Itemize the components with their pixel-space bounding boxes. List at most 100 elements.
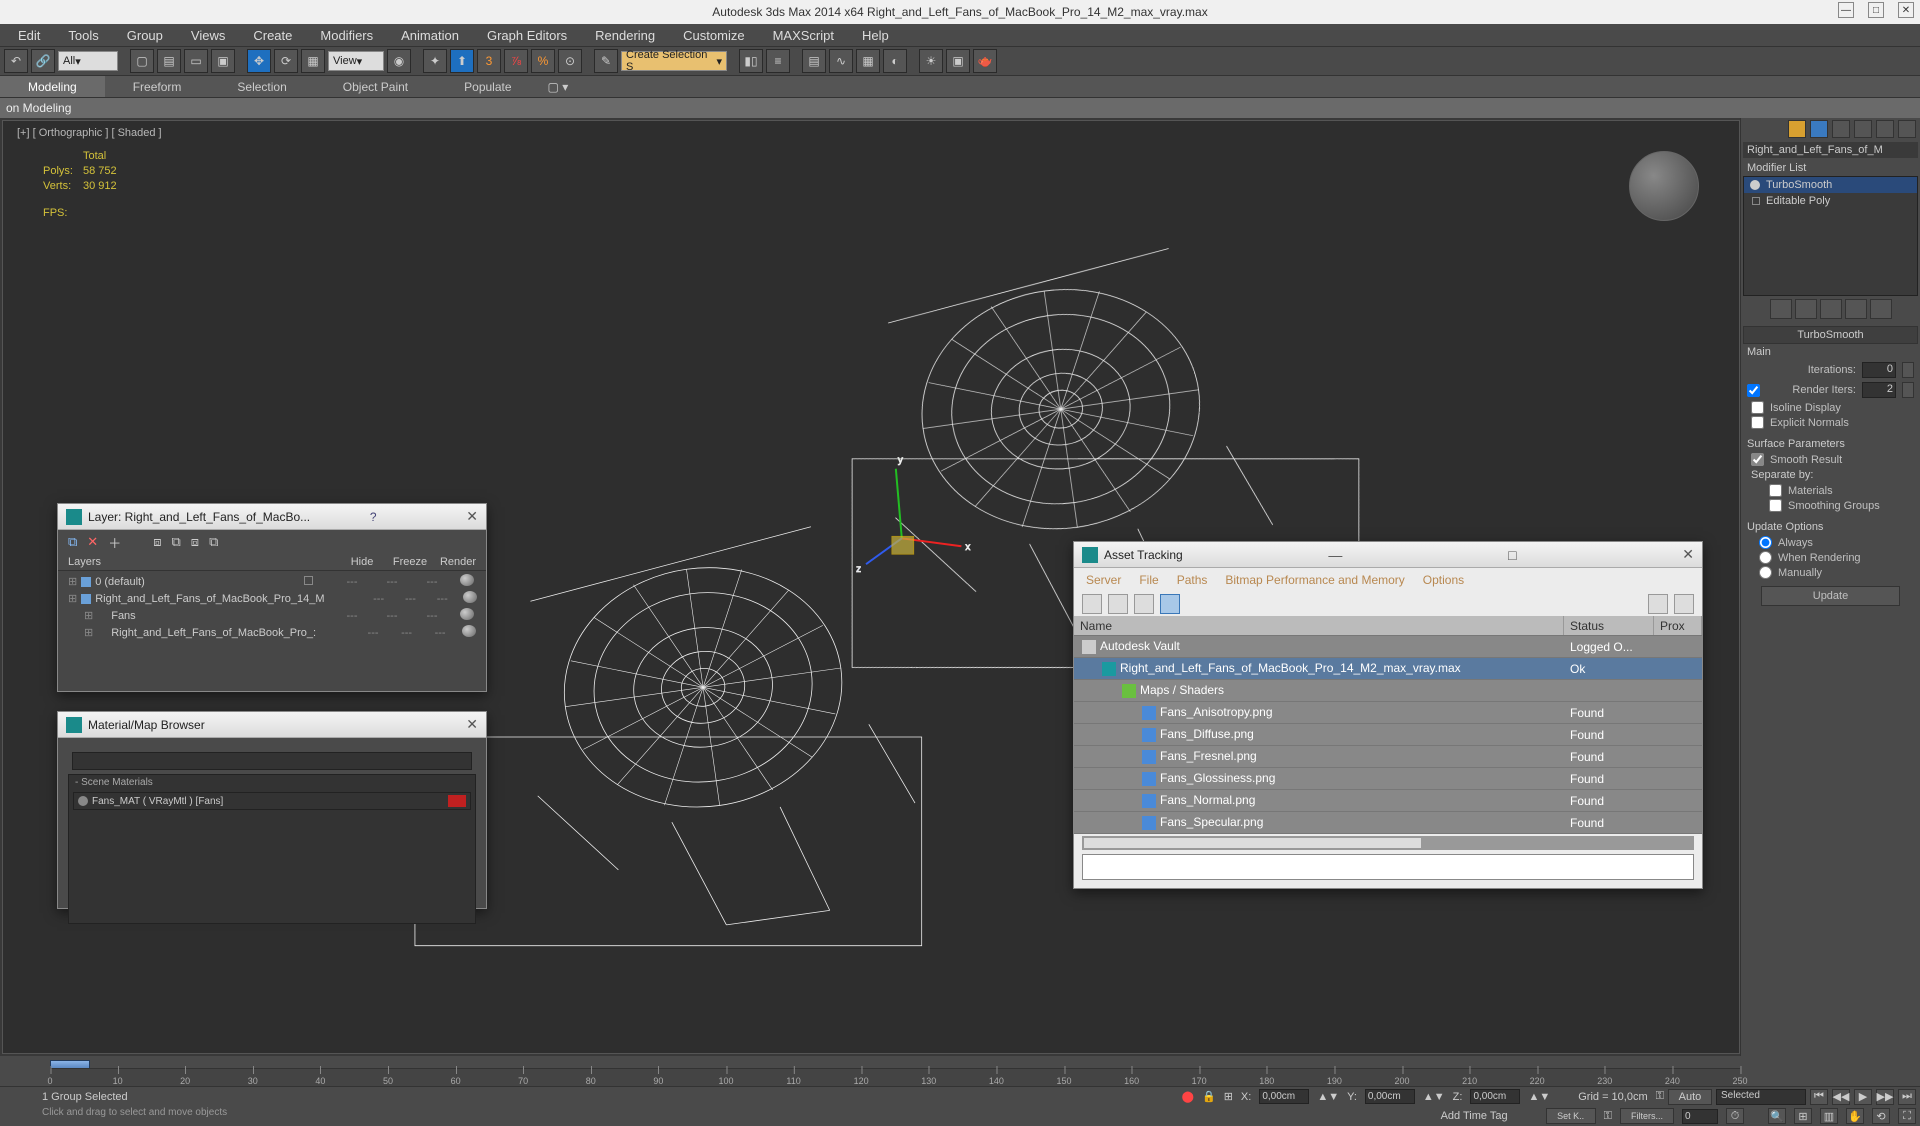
nav-fov-button[interactable]: ▥ — [1820, 1108, 1838, 1124]
scale-button[interactable]: ▦ — [301, 49, 325, 73]
layer-row[interactable]: ⊞ Right_and_Left_Fans_of_MacBook_Pro_: -… — [58, 624, 486, 641]
asset-minimize-button[interactable]: — — [1328, 547, 1342, 563]
layer-mgr-button[interactable]: ▤ — [802, 49, 826, 73]
manipulate-button[interactable]: ✦ — [423, 49, 447, 73]
key-icon[interactable]: ⚿ — [1656, 1090, 1664, 1103]
asset-menu-options[interactable]: Options — [1423, 573, 1464, 587]
selection-filter-combo[interactable]: All ▾ — [58, 51, 118, 71]
sep-materials-check[interactable] — [1769, 484, 1782, 497]
asset-tool-table[interactable] — [1160, 594, 1180, 614]
asset-row[interactable]: Maps / Shaders — [1074, 680, 1702, 702]
render-setup-button[interactable]: ☀ — [919, 49, 943, 73]
asset-tool-settings[interactable] — [1674, 594, 1694, 614]
close-button[interactable]: ✕ — [1898, 2, 1914, 18]
goto-start-button[interactable]: ⏮ — [1810, 1089, 1828, 1105]
menu-graph-editors[interactable]: Graph Editors — [473, 28, 581, 43]
curve-editor-button[interactable]: ∿ — [829, 49, 853, 73]
ribbon-tab-modeling[interactable]: Modeling — [0, 76, 105, 97]
play-button[interactable]: ▶ — [1854, 1089, 1872, 1105]
update-manual-radio[interactable] — [1759, 566, 1772, 579]
isoline-check[interactable] — [1751, 401, 1764, 414]
time-ruler[interactable]: 0102030405060708090100110120130140150160… — [50, 1068, 1740, 1086]
object-name-field[interactable]: Right_and_Left_Fans_of_M — [1743, 142, 1918, 158]
asset-menu-server[interactable]: Server — [1086, 573, 1121, 587]
asset-menu-bitmap[interactable]: Bitmap Performance and Memory — [1225, 573, 1404, 587]
move-button[interactable]: ✥ — [247, 49, 271, 73]
select-name-button[interactable]: ▤ — [157, 49, 181, 73]
cmd-tab-create-icon[interactable] — [1788, 120, 1806, 138]
menu-rendering[interactable]: Rendering — [581, 28, 669, 43]
menu-maxscript[interactable]: MAXScript — [759, 28, 848, 43]
material-editor-button[interactable]: ◐ — [883, 49, 907, 73]
update-render-radio[interactable] — [1759, 551, 1772, 564]
asset-close-button[interactable]: ✕ — [1682, 546, 1694, 563]
ribbon-expand-icon[interactable]: ▢ ▾ — [540, 76, 577, 97]
cmd-tab-utilities-icon[interactable] — [1898, 120, 1916, 138]
layer-highlight-icon[interactable]: ⧉ — [172, 534, 181, 550]
menu-tools[interactable]: Tools — [54, 28, 112, 43]
layer-row[interactable]: ⊞ 0 (default) --- --- --- — [58, 573, 486, 590]
prev-frame-button[interactable]: ◀◀ — [1832, 1089, 1850, 1105]
menu-modifiers[interactable]: Modifiers — [306, 28, 387, 43]
lock-button[interactable]: 🔒 — [1202, 1090, 1216, 1103]
rotate-button[interactable]: ⟳ — [274, 49, 298, 73]
abs-button[interactable]: ⊞ — [1224, 1090, 1233, 1103]
snap-toggle-button[interactable]: ⬆ — [450, 49, 474, 73]
angle-snap-button[interactable]: 3 — [477, 49, 501, 73]
smooth-result-check[interactable] — [1751, 453, 1764, 466]
asset-path-input[interactable] — [1082, 854, 1694, 880]
modifier-editable-poly[interactable]: Editable Poly — [1744, 193, 1917, 209]
menu-group[interactable]: Group — [113, 28, 177, 43]
menu-views[interactable]: Views — [177, 28, 239, 43]
menu-customize[interactable]: Customize — [669, 28, 758, 43]
update-button[interactable]: Update — [1761, 586, 1900, 606]
asset-tool-list[interactable] — [1108, 594, 1128, 614]
modifier-turbosmooth[interactable]: TurboSmooth — [1744, 177, 1917, 193]
render-fb-button[interactable]: ▣ — [946, 49, 970, 73]
material-browser-panel[interactable]: Material/Map Browser ✕ - Scene Materials… — [57, 711, 487, 909]
schematic-button[interactable]: ▦ — [856, 49, 880, 73]
nav-zoom-all-button[interactable]: ⊞ — [1794, 1108, 1812, 1124]
pin-stack-button[interactable] — [1770, 299, 1792, 319]
spinner-snap-button[interactable]: % — [531, 49, 555, 73]
select-button[interactable]: ▢ — [130, 49, 154, 73]
cmd-tab-display-icon[interactable] — [1876, 120, 1894, 138]
ref-coord-combo[interactable]: View ▾ — [328, 51, 384, 71]
layer-sel-icon[interactable]: ⧈ — [153, 534, 161, 550]
nav-orbit-button[interactable]: ⟲ — [1872, 1108, 1890, 1124]
menu-edit[interactable]: Edit — [4, 28, 54, 43]
asset-row[interactable]: Fans_Fresnel.pngFound — [1074, 746, 1702, 768]
material-close-button[interactable]: ✕ — [466, 716, 478, 733]
time-config-button[interactable]: ⏱ — [1726, 1108, 1744, 1124]
config-button[interactable] — [1870, 299, 1892, 319]
asset-row[interactable]: Fans_Normal.pngFound — [1074, 790, 1702, 812]
named-selection-combo[interactable]: Create Selection S ▾ — [621, 51, 727, 71]
menu-animation[interactable]: Animation — [387, 28, 473, 43]
add-time-tag[interactable]: Add Time Tag — [1441, 1110, 1508, 1122]
cmd-tab-hierarchy-icon[interactable] — [1832, 120, 1850, 138]
percent-snap-button[interactable]: ⅞ — [504, 49, 528, 73]
asset-row[interactable]: Fans_Diffuse.pngFound — [1074, 724, 1702, 746]
nav-pan-button[interactable]: ✋ — [1846, 1108, 1864, 1124]
show-end-button[interactable] — [1795, 299, 1817, 319]
ribbon-tab-populate[interactable]: Populate — [436, 76, 539, 97]
magnet-button[interactable]: ⊙ — [558, 49, 582, 73]
ribbon-tab-selection[interactable]: Selection — [209, 76, 314, 97]
iterations-spinner[interactable] — [1902, 362, 1914, 378]
align-button[interactable]: ≡ — [766, 49, 790, 73]
iterations-input[interactable]: 0 — [1862, 362, 1896, 378]
render-iters-input[interactable]: 2 — [1862, 382, 1896, 398]
layer-new-icon[interactable]: ⧉ — [68, 534, 77, 550]
mirror-button[interactable]: ▮▯ — [739, 49, 763, 73]
asset-col-prox[interactable]: Prox — [1654, 616, 1702, 635]
ribbon-tab-freeform[interactable]: Freeform — [105, 76, 210, 97]
layer-hide-icon[interactable]: ⧈ — [191, 534, 199, 550]
ribbon-tab-object-paint[interactable]: Object Paint — [315, 76, 436, 97]
next-frame-button[interactable]: ▶▶ — [1876, 1089, 1894, 1105]
layer-panel[interactable]: Layer: Right_and_Left_Fans_of_MacBo... ?… — [57, 503, 487, 692]
frame-input[interactable] — [1682, 1109, 1718, 1124]
asset-tool-tree[interactable] — [1134, 594, 1154, 614]
asset-row[interactable]: Fans_Specular.pngFound — [1074, 812, 1702, 834]
asset-row[interactable]: Autodesk VaultLogged O... — [1074, 636, 1702, 658]
asset-tool-refresh[interactable] — [1082, 594, 1102, 614]
